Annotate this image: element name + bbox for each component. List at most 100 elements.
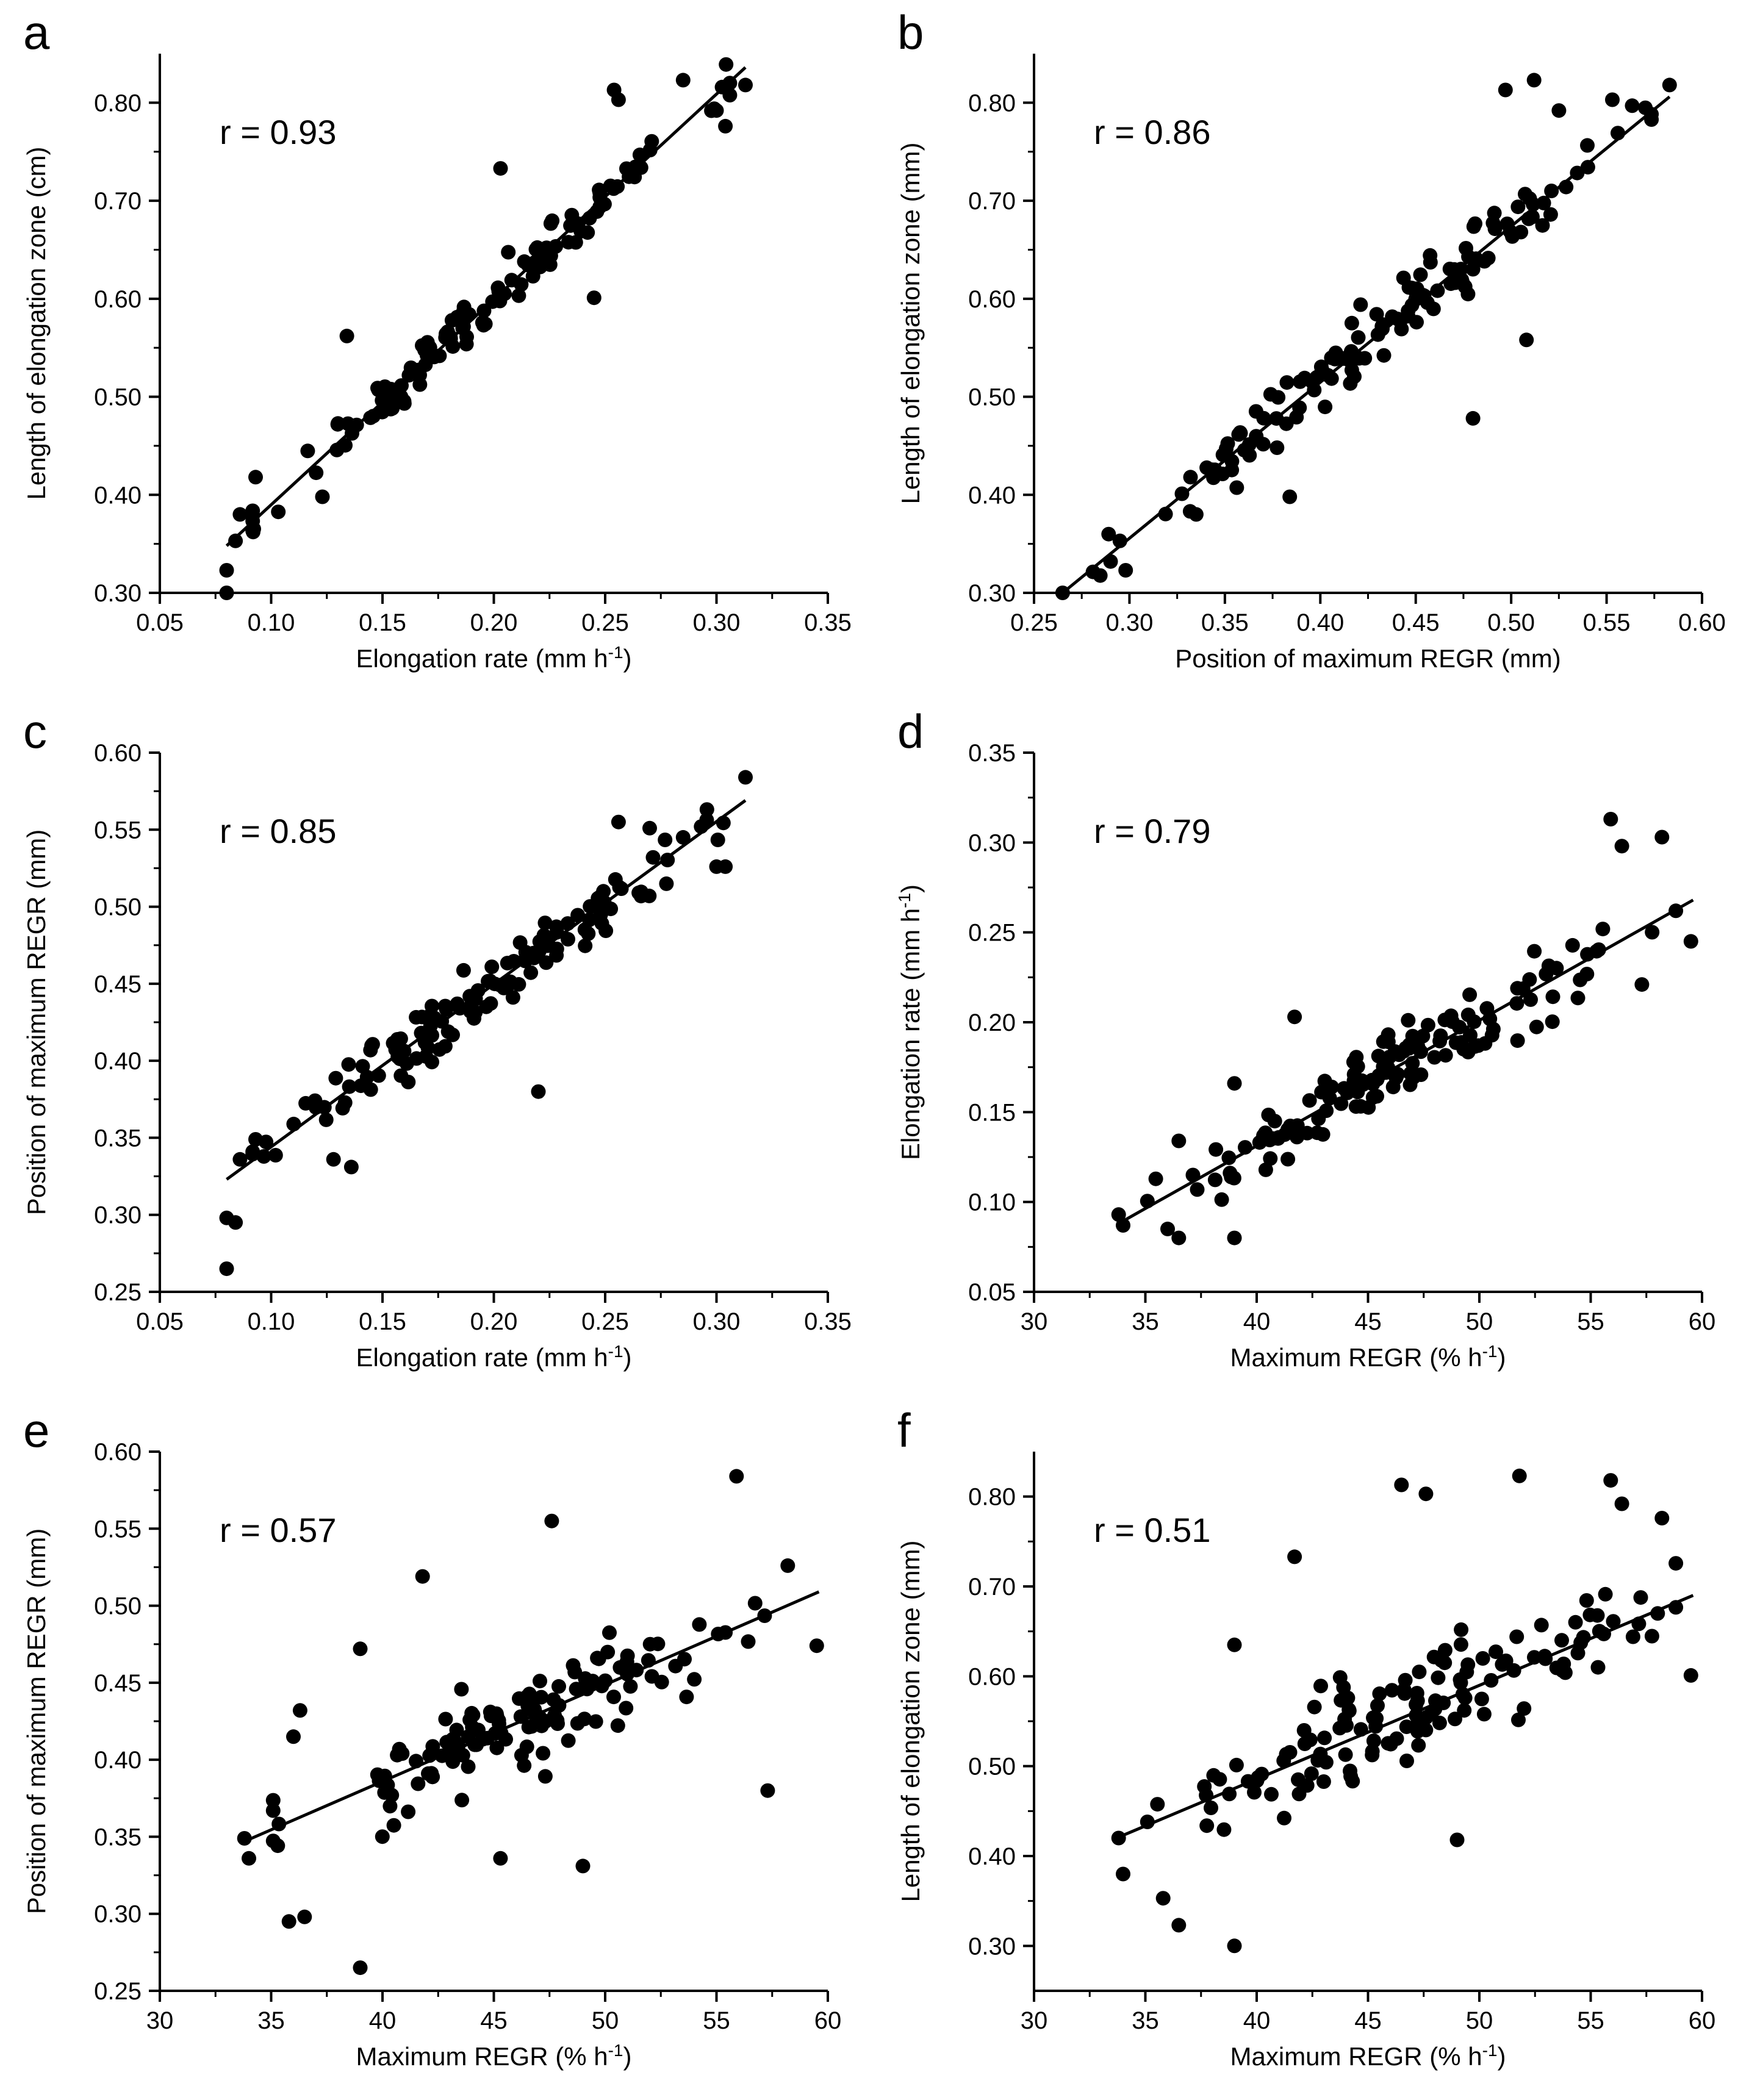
data-point [645, 850, 661, 865]
data-point [1438, 1048, 1453, 1063]
data-point [1256, 410, 1271, 426]
data-point [297, 1909, 312, 1924]
data-point [1467, 1039, 1482, 1054]
data-point [1518, 187, 1532, 202]
y-tick-label: 0.35 [94, 1824, 142, 1851]
y-tick-label: 0.50 [968, 1754, 1016, 1780]
data-point [489, 1708, 505, 1724]
data-point [228, 533, 243, 548]
data-point [1476, 1707, 1492, 1722]
data-point [455, 1747, 470, 1763]
data-point [1545, 1014, 1560, 1030]
data-point [1317, 1730, 1332, 1746]
panel-letter: c [23, 704, 47, 758]
data-point [1399, 1754, 1414, 1768]
data-point [1229, 480, 1244, 495]
data-point [219, 1261, 234, 1277]
data-point [1171, 1918, 1187, 1933]
y-axis-title: Position of maximum REGR (mm) [22, 830, 51, 1215]
data-point [386, 1818, 401, 1833]
data-point [569, 1682, 584, 1697]
data-point [424, 1766, 439, 1781]
y-tick-label: 0.20 [968, 1009, 1016, 1036]
data-point [567, 1665, 583, 1680]
data-point [1307, 382, 1322, 398]
data-point [738, 770, 753, 785]
y-tick-label: 0.10 [968, 1189, 1016, 1216]
data-point [341, 1057, 356, 1072]
data-point [489, 1740, 505, 1755]
data-point [1598, 1586, 1613, 1602]
data-point [1317, 1073, 1332, 1089]
data-point [1541, 958, 1556, 973]
data-point [1644, 1629, 1659, 1644]
y-axis-title: Length of elongation zone (mm) [896, 1540, 925, 1902]
x-axis-title: Maximum REGR (% h-1) [1230, 2041, 1506, 2071]
y-tick-label: 0.70 [968, 1574, 1016, 1600]
data-point [439, 1002, 454, 1017]
data-point [353, 1641, 368, 1657]
data-point [1580, 160, 1595, 175]
data-point [342, 1079, 357, 1094]
data-point [1116, 1866, 1130, 1882]
data-point [1495, 1657, 1510, 1672]
data-point [337, 1095, 353, 1110]
data-point [699, 812, 714, 828]
data-point [1171, 1230, 1187, 1245]
panel-letter: f [897, 1403, 911, 1457]
y-tick-label: 0.50 [94, 1593, 142, 1620]
data-point [563, 218, 578, 233]
data-point [1332, 1670, 1348, 1685]
data-point [1302, 1093, 1317, 1108]
data-point [1605, 92, 1620, 107]
data-point [414, 1025, 429, 1041]
x-tick-label: 45 [1354, 2007, 1382, 2034]
y-tick-label: 0.15 [968, 1099, 1016, 1126]
y-tick-label: 0.40 [94, 1747, 142, 1774]
data-point [611, 814, 626, 830]
data-point [1573, 972, 1588, 987]
data-point [1214, 1192, 1229, 1207]
x-tick-label: 0.55 [1583, 609, 1631, 636]
data-point [1582, 1607, 1598, 1622]
x-tick-label: 0.25 [581, 1308, 629, 1335]
data-point [1353, 297, 1368, 312]
data-point [1543, 207, 1558, 222]
y-tick-label: 0.30 [968, 580, 1016, 607]
data-point [575, 1858, 591, 1874]
data-point [1453, 1672, 1468, 1687]
data-point [528, 242, 544, 257]
data-point [620, 1648, 635, 1663]
data-point [501, 977, 517, 992]
data-point [237, 1831, 252, 1846]
data-point [1313, 1679, 1328, 1694]
chart-d: d 30 35 40 45 50 55 60 0.05 0.10 0.15 0.20 0.25 0.30 0… [895, 704, 1716, 1372]
data-point [1606, 1614, 1621, 1629]
data-point [1279, 1747, 1294, 1762]
data-point [514, 277, 529, 292]
regression-line [1118, 898, 1694, 1225]
correlation-label: r = 0.51 [1094, 1511, 1210, 1549]
data-point [1197, 1779, 1212, 1794]
data-point [536, 928, 551, 943]
panel-c: c 0.05 0.10 0.15 0.20 0.25 0.30 0.35 0.25 0.30 0.3… [0, 699, 874, 1398]
correlation-label: r = 0.85 [220, 812, 336, 850]
data-point [642, 1636, 658, 1652]
data-point [1247, 1785, 1262, 1800]
data-point [1216, 1822, 1232, 1837]
data-point [326, 1152, 341, 1167]
y-tick-label: 0.30 [94, 1202, 142, 1229]
data-point [1350, 1059, 1365, 1074]
data-point [1413, 267, 1428, 282]
data-point [1372, 1686, 1387, 1701]
data-point [1341, 1703, 1357, 1718]
x-tick-label: 0.35 [1201, 609, 1249, 636]
data-point [1212, 1772, 1227, 1787]
data-point [420, 1040, 436, 1055]
data-point [1279, 416, 1294, 431]
x-tick-label: 55 [703, 2007, 730, 2034]
data-point [1318, 400, 1333, 415]
data-point [1498, 82, 1513, 98]
x-tick-label: 55 [1577, 1308, 1604, 1335]
data-point [710, 833, 725, 847]
